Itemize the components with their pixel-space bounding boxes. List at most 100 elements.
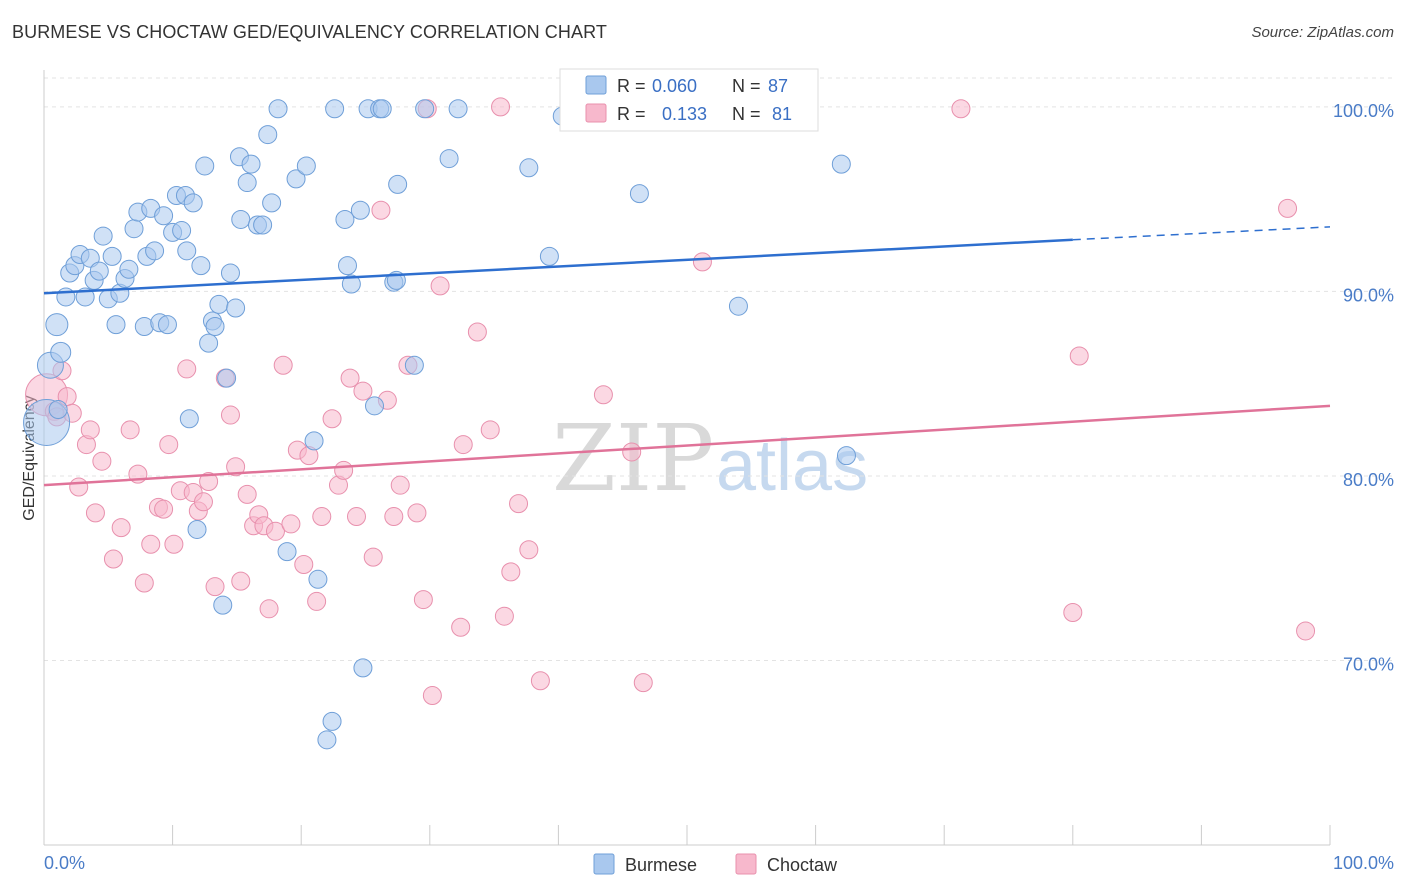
choctaw-point (390, 475, 410, 495)
choctaw-point (384, 507, 404, 527)
burmese-point (539, 246, 559, 266)
x-tick-label-max: 100.0% (1333, 853, 1394, 873)
stats-legend: R = 0.060 N = 87 R = 0.133 N = 81 (559, 68, 819, 132)
burmese-point (268, 99, 288, 119)
burmese-point (415, 99, 435, 119)
burmese-point (296, 156, 316, 176)
y-tick-label: 70.0% (1343, 654, 1394, 674)
choctaw-point (1278, 198, 1298, 218)
burmese-point (199, 333, 219, 353)
burmese-point (353, 658, 373, 678)
burmese-point (119, 259, 139, 279)
burmese-point (191, 256, 211, 276)
burmese-point (217, 368, 237, 388)
choctaw-swatch (585, 103, 607, 123)
burmese-point (195, 156, 215, 176)
choctaw-point (622, 442, 642, 462)
burmese-point (89, 261, 109, 281)
burmese-point (629, 184, 649, 204)
burmese-point (48, 400, 68, 420)
burmese-point (317, 730, 337, 750)
choctaw-point (353, 381, 373, 401)
choctaw-n-label: N = (732, 104, 761, 124)
burmese-point (183, 193, 203, 213)
burmese-point (226, 298, 246, 318)
choctaw-point (451, 617, 471, 637)
choctaw-point (413, 590, 433, 610)
choctaw-point (307, 591, 327, 611)
choctaw-point (593, 385, 613, 405)
legend-burmese-swatch (593, 853, 615, 875)
legend-burmese-label: Burmese (625, 855, 697, 875)
burmese-point (439, 149, 459, 169)
choctaw-point (120, 420, 140, 440)
burmese-r-value: 0.060 (652, 76, 697, 96)
burmese-point (50, 341, 72, 363)
choctaw-point (92, 451, 112, 471)
choctaw-point (371, 200, 391, 220)
choctaw-point (951, 99, 971, 119)
burmese-point (213, 595, 233, 615)
choctaw-point (407, 503, 427, 523)
choctaw-point (177, 359, 197, 379)
burmese-point (258, 125, 278, 145)
legend-choctaw-swatch (735, 853, 757, 875)
burmese-point (831, 154, 851, 174)
burmese-point (277, 542, 297, 562)
choctaw-point (205, 577, 225, 597)
choctaw-point (334, 460, 354, 480)
burmese-point (335, 209, 355, 229)
series-legend: Burmese Choctaw (593, 853, 838, 875)
burmese-point (728, 296, 748, 316)
burmese-point (304, 431, 324, 451)
burmese-point (124, 219, 144, 239)
burmese-point (172, 221, 192, 241)
choctaw-point (509, 494, 529, 514)
burmese-point (341, 274, 361, 294)
choctaw-r-label: R = (617, 104, 646, 124)
choctaw-point (159, 435, 179, 455)
choctaw-point (231, 571, 251, 591)
burmese-point (519, 158, 539, 178)
choctaw-point (1069, 346, 1089, 366)
burmese-point (253, 215, 273, 235)
choctaw-point (453, 435, 473, 455)
burmese-point (365, 396, 385, 416)
choctaw-point (281, 514, 301, 534)
burmese-point (350, 200, 370, 220)
x-tick-label-min: 0.0% (44, 853, 85, 873)
choctaw-point (467, 322, 487, 342)
burmese-point (388, 174, 408, 194)
chart-title: BURMESE VS CHOCTAW GED/EQUIVALENCY CORRE… (12, 22, 607, 42)
burmese-point (179, 409, 199, 429)
burmese-point (177, 241, 197, 261)
y-tick-labels: 100.0% 90.0% 80.0% 70.0% (1333, 101, 1394, 675)
burmese-point (286, 169, 306, 189)
y-tick-label: 100.0% (1333, 101, 1394, 121)
source-credit: Source: ZipAtlas.com (1251, 24, 1394, 41)
choctaw-trend-line (43, 404, 1331, 487)
choctaw-point (312, 507, 332, 527)
watermark: ZIP atlas (552, 405, 868, 512)
choctaw-point (494, 606, 514, 626)
burmese-point (157, 315, 177, 335)
choctaw-point (480, 420, 500, 440)
choctaw-point (85, 503, 105, 523)
choctaw-point (491, 97, 511, 117)
burmese-point (325, 99, 345, 119)
burmese-series (23, 99, 856, 750)
y-tick-label: 90.0% (1343, 285, 1394, 305)
choctaw-point (530, 671, 550, 691)
burmese-n-value: 87 (768, 76, 788, 96)
choctaw-r-value: 0.133 (662, 104, 707, 124)
choctaw-point (111, 518, 131, 538)
burmese-point (237, 173, 257, 193)
burmese-point (322, 711, 342, 731)
burmese-point (220, 263, 240, 283)
burmese-point (102, 246, 122, 266)
choctaw-point (422, 686, 442, 706)
burmese-swatch (585, 75, 607, 95)
burmese-trend-extension (1072, 226, 1331, 241)
y-tick-label: 80.0% (1343, 470, 1394, 490)
